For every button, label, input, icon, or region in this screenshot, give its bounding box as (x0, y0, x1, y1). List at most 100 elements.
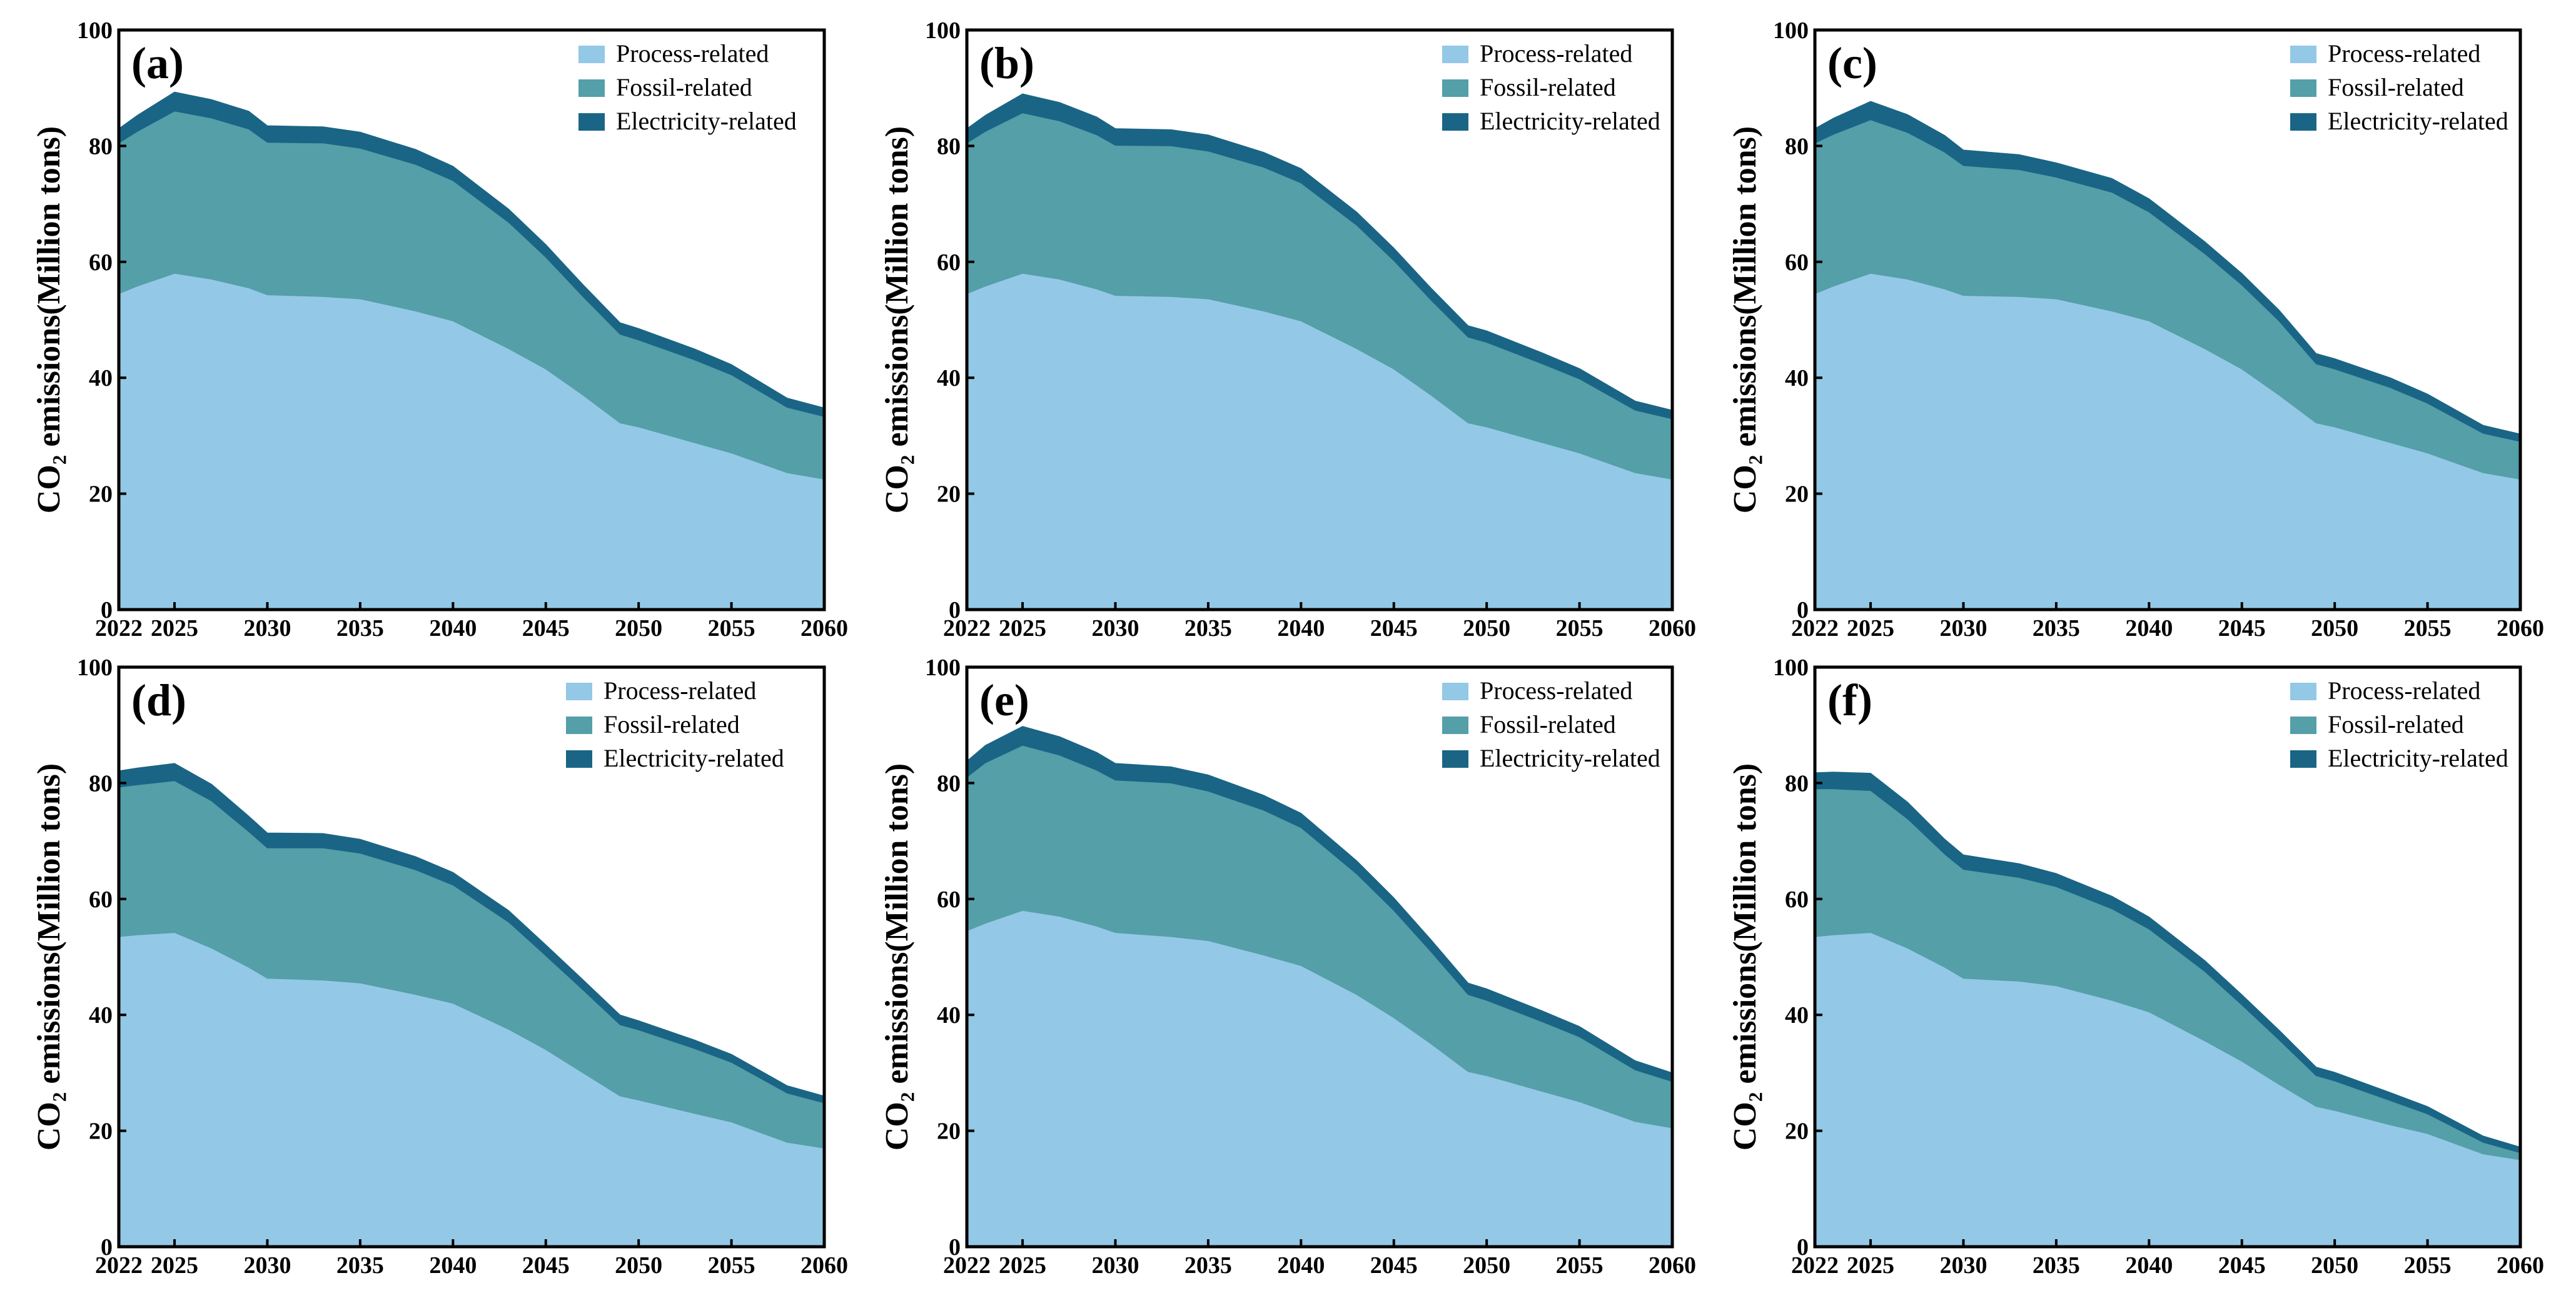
y-tick-label: 80 (937, 133, 961, 159)
x-tick-label: 2050 (2311, 615, 2358, 641)
x-tick-label: 2045 (522, 1252, 570, 1279)
legend-label-process: Process-related (2328, 39, 2480, 68)
x-tick-label: 2040 (2125, 1252, 2173, 1279)
panel-label: (e) (979, 675, 1029, 725)
y-tick-label: 20 (89, 481, 113, 508)
y-tick-label: 60 (1785, 249, 1809, 276)
y-tick-label: 0 (949, 1234, 961, 1260)
plot-frame (1813, 665, 2522, 1249)
x-tick-label: 2040 (1277, 1252, 1325, 1279)
y-tick-label: 100 (77, 655, 113, 681)
legend-swatch-electricity (2290, 113, 2316, 131)
y-tick-label: 40 (89, 1002, 113, 1029)
y-tick-label: 20 (937, 1119, 961, 1145)
y-tick-label: 60 (937, 249, 961, 276)
x-tick-label: 2045 (2218, 1252, 2266, 1279)
y-tick-label: 40 (1785, 365, 1809, 391)
x-tick-label: 2045 (1370, 615, 1418, 641)
x-tick-label: 2040 (1277, 615, 1325, 641)
legend-label-electricity: Electricity-related (604, 744, 784, 772)
legend-label-fossil: Fossil-related (604, 710, 740, 738)
y-tick-label: 60 (1785, 887, 1809, 913)
panel-label: (f) (1827, 675, 1872, 725)
panel-label: (c) (1827, 38, 1877, 88)
x-tick-label: 2055 (2404, 615, 2452, 641)
y-tick-label: 100 (925, 18, 961, 44)
legend-label-process: Process-related (2328, 677, 2480, 705)
legend-swatch-electricity (1442, 750, 1468, 768)
panel-label: (d) (131, 675, 186, 725)
y-axis-label: CO₂ emissions(Million tons) (1727, 763, 1763, 1150)
x-tick-label: 2025 (1847, 615, 1894, 641)
y-tick-label: 60 (89, 249, 113, 276)
legend-label-electricity: Electricity-related (2328, 744, 2508, 772)
x-tick-label: 2030 (243, 1252, 291, 1279)
x-tick-label: 2055 (1556, 1252, 1604, 1279)
x-tick-label: 2035 (336, 615, 384, 641)
legend-label-electricity: Electricity-related (1480, 744, 1660, 772)
legend-swatch-electricity (1442, 113, 1468, 131)
x-tick-label: 2025 (151, 615, 198, 641)
plot-frame (117, 665, 826, 1249)
legend-swatch-process (2290, 46, 2316, 63)
x-tick-label: 2025 (999, 1252, 1046, 1279)
y-tick-label: 0 (101, 1234, 113, 1260)
y-tick-label: 100 (925, 655, 961, 681)
x-tick-label: 2025 (151, 1252, 198, 1279)
y-axis-label: CO₂ emissions(Million tons) (879, 763, 915, 1150)
legend-swatch-fossil (1442, 717, 1468, 734)
legend-label-fossil: Fossil-related (2328, 710, 2464, 738)
x-tick-label: 2025 (1847, 1252, 1894, 1279)
x-tick-label: 2055 (1556, 615, 1604, 641)
x-tick-label: 2045 (522, 615, 570, 641)
y-tick-label: 0 (1797, 1234, 1809, 1260)
legend-label-fossil: Fossil-related (1480, 73, 1616, 101)
x-tick-label: 2055 (708, 1252, 755, 1279)
x-tick-label: 2060 (801, 1252, 848, 1279)
y-tick-label: 40 (937, 1002, 961, 1029)
legend-label-process: Process-related (616, 39, 769, 68)
y-tick-label: 80 (1785, 133, 1809, 159)
x-tick-label: 2030 (243, 615, 291, 641)
x-tick-label: 2035 (336, 1252, 384, 1279)
y-tick-label: 80 (1785, 770, 1809, 797)
legend-swatch-process (578, 46, 605, 63)
y-axis-label: CO₂ emissions(Million tons) (31, 126, 67, 513)
x-tick-label: 2030 (1939, 1252, 1987, 1279)
x-tick-label: 2060 (2497, 615, 2544, 641)
y-tick-label: 100 (77, 18, 113, 44)
y-tick-label: 100 (1773, 655, 1809, 681)
legend-swatch-process (1442, 46, 1468, 63)
x-tick-label: 2022 (95, 1252, 143, 1279)
legend-label-electricity: Electricity-related (1480, 107, 1660, 135)
legend-swatch-fossil (2290, 717, 2316, 734)
x-tick-label: 2040 (2125, 615, 2173, 641)
plot-frame (1813, 28, 2522, 611)
x-tick-label: 2035 (1184, 1252, 1232, 1279)
plot-frame (965, 665, 1674, 1249)
x-tick-label: 2022 (1791, 615, 1839, 641)
y-tick-label: 80 (937, 770, 961, 797)
legend-swatch-fossil (2290, 79, 2316, 97)
x-tick-label: 2025 (999, 615, 1046, 641)
x-tick-label: 2030 (1939, 615, 1987, 641)
y-tick-label: 80 (89, 770, 113, 797)
plot-frame (117, 28, 826, 611)
y-tick-label: 0 (949, 597, 961, 623)
x-tick-label: 2060 (801, 615, 848, 641)
legend-swatch-process (2290, 683, 2316, 700)
legend-label-electricity: Electricity-related (2328, 107, 2508, 135)
x-tick-label: 2022 (1791, 1252, 1839, 1279)
y-tick-label: 60 (937, 887, 961, 913)
legend-swatch-fossil (578, 79, 605, 97)
y-tick-label: 60 (89, 887, 113, 913)
y-tick-label: 0 (1797, 597, 1809, 623)
x-tick-label: 2045 (2218, 615, 2266, 641)
x-tick-label: 2035 (2033, 1252, 2080, 1279)
plot-frame (965, 28, 1674, 611)
x-tick-label: 2050 (1463, 1252, 1510, 1279)
x-tick-label: 2030 (1091, 615, 1139, 641)
